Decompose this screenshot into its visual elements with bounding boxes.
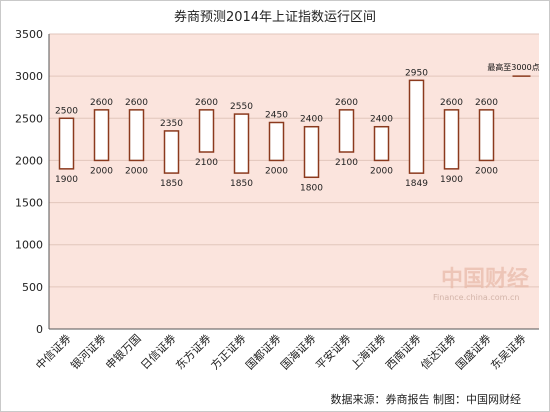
range-box xyxy=(268,121,285,162)
low-value-label: 2000 xyxy=(265,166,288,176)
category-label: 信达证券 xyxy=(418,331,459,372)
y-axis-ticks: 0 500 1000 1500 2000 2500 3000 3500 xyxy=(15,28,43,336)
low-value-label: 2000 xyxy=(90,166,113,176)
category-label: 东吴证券 xyxy=(488,331,529,372)
y-tick-label: 500 xyxy=(22,281,43,294)
range-box xyxy=(233,113,250,174)
high-value-label: 2950 xyxy=(405,68,428,78)
high-value-label: 2550 xyxy=(230,102,253,112)
range-box xyxy=(303,125,320,179)
category-label: 中信证券 xyxy=(33,331,74,372)
range-box xyxy=(408,79,425,174)
high-value-label: 2600 xyxy=(335,98,358,108)
high-value-label: 2600 xyxy=(90,98,113,108)
chart-title: 券商预测2014年上证指数运行区间 xyxy=(174,9,376,25)
high-value-label: 2600 xyxy=(475,98,498,108)
high-value-label: 2350 xyxy=(160,119,183,129)
y-tick-label: 0 xyxy=(36,323,43,336)
watermark: 中国财经 Finance.china.com.cn xyxy=(433,266,529,302)
category-label: 银河证券 xyxy=(68,331,109,372)
category-labels: 中信证券银河证券申银万国日信证券东方证券方正证券国都证券国海证券平安证券上海证券… xyxy=(33,331,529,372)
category-label: 日信证券 xyxy=(138,331,179,372)
low-value-label: 2000 xyxy=(370,166,393,176)
low-value-label: 1850 xyxy=(230,179,253,189)
category-label: 平安证券 xyxy=(313,331,354,372)
high-value-label: 2400 xyxy=(300,115,323,125)
high-value-label: 2400 xyxy=(370,115,393,125)
range-box xyxy=(198,109,215,153)
high-value-label: 2600 xyxy=(440,98,463,108)
low-value-label: 1800 xyxy=(300,183,323,193)
high-value-label: 2500 xyxy=(55,106,78,116)
range-box xyxy=(443,109,460,170)
annotation-label: 最高至3000点 xyxy=(487,62,539,72)
category-label: 方正证券 xyxy=(208,331,249,372)
category-label: 国都证券 xyxy=(243,331,284,372)
y-tick-label: 2500 xyxy=(15,112,43,125)
range-box xyxy=(338,109,355,153)
y-tick-label: 1500 xyxy=(15,197,43,210)
y-tick-label: 3500 xyxy=(15,28,43,41)
data-source-note: 数据来源：券商报告 制图：中国网财经 xyxy=(331,392,522,406)
range-box xyxy=(163,130,180,174)
plot-area xyxy=(49,34,539,329)
range-box xyxy=(93,109,110,162)
low-value-label: 2000 xyxy=(475,166,498,176)
low-value-label: 2000 xyxy=(125,166,148,176)
watermark-url: Finance.china.com.cn xyxy=(433,293,519,302)
range-box xyxy=(373,125,390,162)
y-tick-label: 1000 xyxy=(15,239,43,252)
category-label: 西南证券 xyxy=(383,331,424,372)
watermark-brand: 中国财经 xyxy=(441,266,529,292)
y-tick-label: 3000 xyxy=(15,70,43,83)
category-label: 国海证券 xyxy=(278,331,319,372)
high-value-label: 2600 xyxy=(125,98,148,108)
range-box xyxy=(128,109,145,162)
low-value-label: 1849 xyxy=(405,179,428,189)
category-label: 申银万国 xyxy=(103,331,144,372)
y-tick-label: 2000 xyxy=(15,154,43,167)
low-value-label: 1900 xyxy=(440,175,463,185)
category-label: 国盛证券 xyxy=(453,331,494,372)
range-boxes: 2500 1900 2600 2000 2600 2000 2350 1850 2600 2100… xyxy=(55,62,540,193)
range-box xyxy=(58,117,75,170)
low-value-label: 1900 xyxy=(55,175,78,185)
low-value-label: 2100 xyxy=(335,158,358,168)
category-label: 上海证券 xyxy=(348,331,389,372)
high-value-label: 2600 xyxy=(195,98,218,108)
low-value-label: 1850 xyxy=(160,179,183,189)
range-box xyxy=(478,109,495,162)
low-value-label: 2100 xyxy=(195,158,218,168)
category-label: 东方证券 xyxy=(173,331,214,372)
high-value-label: 2450 xyxy=(265,111,288,121)
